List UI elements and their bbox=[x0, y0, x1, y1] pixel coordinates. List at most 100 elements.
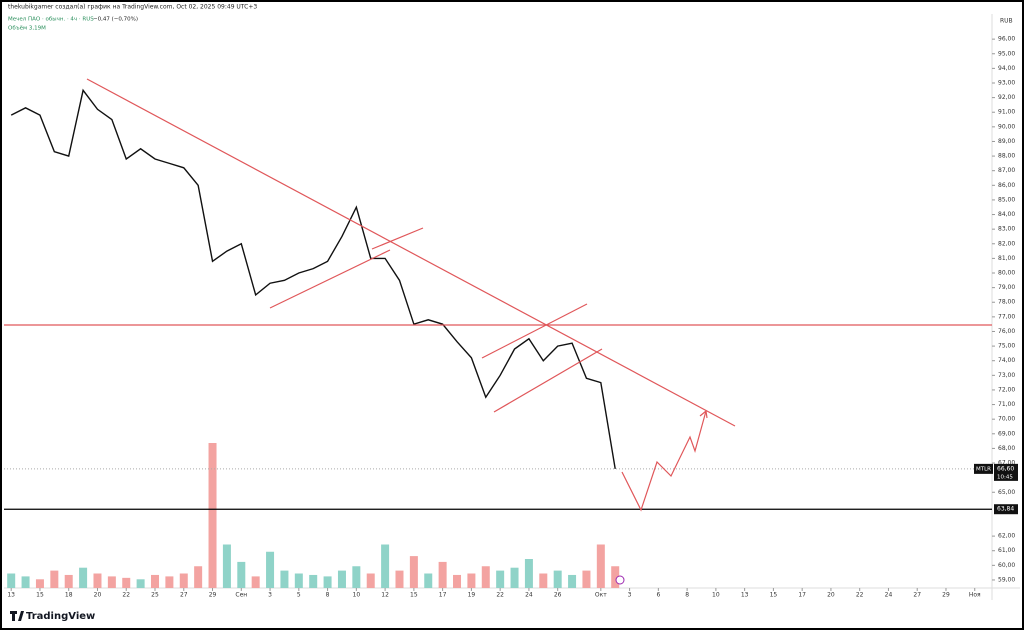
volume-bar bbox=[179, 573, 188, 588]
y-tick-label: 88,00 bbox=[998, 153, 1015, 160]
x-tick-label: 22 bbox=[122, 592, 130, 599]
x-tick-label: 27 bbox=[913, 592, 921, 599]
x-tick-label: Ноя bbox=[969, 592, 981, 599]
volume-bar bbox=[93, 573, 102, 588]
x-tick-label: 8 bbox=[685, 592, 689, 599]
x-tick-label: 3 bbox=[268, 592, 272, 599]
x-tick-label: 27 bbox=[180, 592, 188, 599]
volume-bar bbox=[366, 573, 375, 588]
y-tick-label: 62,00 bbox=[998, 533, 1015, 540]
y-tick-label: 84,00 bbox=[998, 211, 1015, 218]
ticker: MTLR bbox=[976, 466, 991, 472]
y-tick-label: 82,00 bbox=[998, 240, 1015, 247]
volume-bar bbox=[280, 570, 289, 588]
volume-bar bbox=[568, 574, 577, 588]
volume-bar bbox=[337, 570, 346, 588]
x-tick-label: 15 bbox=[410, 592, 418, 599]
y-tick-label: 69,00 bbox=[998, 430, 1015, 437]
ticker-tag bbox=[974, 463, 993, 474]
x-tick-label: 17 bbox=[439, 592, 447, 599]
x-tick-label: Окт bbox=[595, 592, 607, 599]
y-tick-label: 71,00 bbox=[998, 401, 1015, 408]
y-tick-label: 91,00 bbox=[998, 109, 1015, 116]
symbol: Мечел ПАО · обычн. · 4ч · RUS bbox=[8, 17, 94, 23]
channel-line bbox=[481, 303, 588, 359]
x-tick-label: 24 bbox=[885, 592, 893, 599]
price-tag bbox=[994, 463, 1018, 481]
y-tick-label: 79,00 bbox=[998, 284, 1015, 291]
y-tick-label: 87,00 bbox=[998, 167, 1015, 174]
volume-bar bbox=[208, 443, 217, 588]
volume-bar bbox=[481, 566, 490, 588]
logo-mark bbox=[10, 611, 24, 621]
y-tick-label: 80,00 bbox=[998, 270, 1015, 277]
y-tick-label: 61,00 bbox=[998, 547, 1015, 554]
x-tick-label: 8 bbox=[326, 592, 330, 599]
channel-line bbox=[493, 348, 603, 413]
volume-bar bbox=[136, 579, 145, 588]
volume-bar bbox=[35, 579, 44, 588]
x-tick-label: 25 bbox=[151, 592, 159, 599]
x-tick-label: 17 bbox=[798, 592, 806, 599]
y-tick-label: 86,00 bbox=[998, 182, 1015, 189]
x-tick-label: 5 bbox=[297, 592, 301, 599]
volume-bar bbox=[582, 570, 591, 588]
volume-bar bbox=[7, 573, 16, 588]
x-tick-label: 15 bbox=[770, 592, 778, 599]
currency: RUB bbox=[1000, 18, 1013, 25]
y-tick-label: 81,00 bbox=[998, 255, 1015, 262]
y-tick-label: 89,00 bbox=[998, 138, 1015, 145]
y-tick-label: 59,00 bbox=[998, 576, 1015, 583]
y-tick-label: 94,00 bbox=[998, 65, 1015, 72]
volume-bar bbox=[553, 570, 562, 588]
volume-label: Объём 3,19М bbox=[8, 26, 46, 32]
change: −0,47 (−0,70%) bbox=[93, 17, 138, 23]
volume-bar bbox=[165, 576, 174, 588]
volume-bar bbox=[79, 567, 88, 588]
x-tick-label: 10 bbox=[353, 592, 361, 599]
header: thekubikgamer создал(а) график на Tradin… bbox=[8, 4, 257, 11]
x-tick-label: 22 bbox=[496, 592, 504, 599]
y-tick-label: 75,00 bbox=[998, 343, 1015, 350]
x-tick-label: 24 bbox=[525, 592, 533, 599]
x-tick-label: Сен bbox=[235, 592, 247, 599]
y-tick-label: 60,00 bbox=[998, 562, 1015, 569]
y-tick-label: 96,00 bbox=[998, 36, 1015, 43]
last-time: 10:45 bbox=[997, 474, 1013, 480]
x-tick-label: 22 bbox=[856, 592, 864, 599]
volume-bar bbox=[381, 544, 390, 588]
volume-bar bbox=[151, 574, 160, 588]
volume-bar bbox=[510, 567, 519, 588]
plot bbox=[4, 88, 992, 588]
y-tick-label: 92,00 bbox=[998, 94, 1015, 101]
y-tick-label: 68,00 bbox=[998, 445, 1015, 452]
x-tick-label: 20 bbox=[827, 592, 835, 599]
x-tick-label: 13 bbox=[7, 592, 15, 599]
y-tick-label: 83,00 bbox=[998, 226, 1015, 233]
drawings bbox=[4, 78, 992, 512]
x-tick-label: 29 bbox=[942, 592, 950, 599]
volume-bar bbox=[539, 573, 548, 588]
volume-bar bbox=[237, 561, 246, 588]
y-tick-label: 67,00 bbox=[998, 460, 1015, 467]
volume-bar bbox=[424, 573, 433, 588]
channel-line bbox=[269, 249, 391, 309]
volume-bar bbox=[323, 576, 332, 588]
volume-bar bbox=[64, 574, 73, 588]
logo: TradingView bbox=[10, 611, 95, 622]
volume-bar bbox=[438, 561, 447, 588]
volume-bar bbox=[524, 559, 533, 588]
volume-bar bbox=[596, 544, 605, 588]
y-tick-label: 93,00 bbox=[998, 79, 1015, 86]
projection-arrow bbox=[699, 409, 708, 419]
projection bbox=[621, 410, 707, 512]
x-tick-label: 19 bbox=[468, 592, 476, 599]
x-tick-label: 20 bbox=[94, 592, 102, 599]
y-tick-label: 85,00 bbox=[998, 196, 1015, 203]
y-tick-label: 76,00 bbox=[998, 328, 1015, 335]
y-tick-label: 90,00 bbox=[998, 123, 1015, 130]
y-tick-label: 74,00 bbox=[998, 357, 1015, 364]
last-price: 66,60 bbox=[997, 465, 1014, 472]
brand: TradingView bbox=[26, 611, 95, 622]
